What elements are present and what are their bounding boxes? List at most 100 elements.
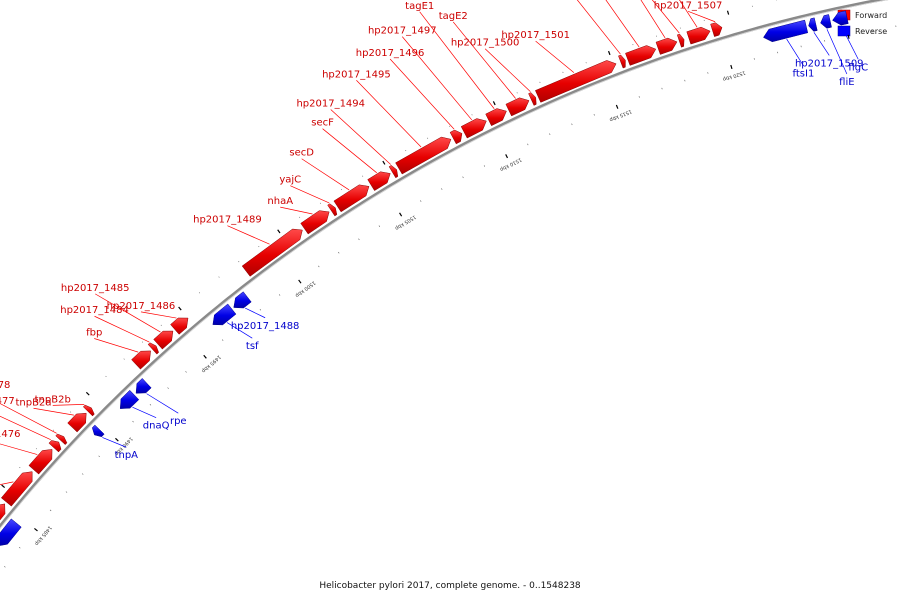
gene-arrow-hp2017_1488[interactable] xyxy=(233,291,252,309)
gene-arrow-nhaA[interactable] xyxy=(300,210,330,235)
gene-arrow-secF[interactable] xyxy=(367,171,391,191)
upper-tick xyxy=(277,229,281,234)
gene-label-hp2017_1477[interactable]: hp2017_1477 xyxy=(0,396,15,407)
leader-line xyxy=(826,29,848,75)
minor-tick xyxy=(259,308,262,311)
gene-label-hp2017_1496[interactable]: hp2017_1496 xyxy=(356,48,425,59)
gene-arrow-tnpB2b[interactable] xyxy=(82,404,95,417)
gene-arrow-hp2017_1496[interactable] xyxy=(449,129,463,145)
minor-tick xyxy=(441,188,443,190)
gene-arrow-petC[interactable] xyxy=(655,37,678,55)
gene-arrow-hp2017_1503[interactable] xyxy=(625,45,657,66)
gene-label-tagE1[interactable]: tagE1 xyxy=(405,1,434,12)
gene-arrow-hp2017_1506[interactable] xyxy=(686,26,711,45)
gene-label-yajC[interactable]: yajC xyxy=(279,175,301,186)
leader-line xyxy=(687,11,716,23)
major-tick xyxy=(34,527,38,532)
gene-label-hp2017_1478[interactable]: hp2017_1478 xyxy=(0,380,10,391)
major-tick xyxy=(847,34,850,39)
gene-label-nhaA[interactable]: nhaA xyxy=(267,196,293,207)
gene-arrow-recN[interactable] xyxy=(0,471,33,507)
gene-label-hp2017_1484[interactable]: hp2017_1484 xyxy=(60,305,129,316)
gene-label-dnaQ[interactable]: dnaQ xyxy=(143,421,170,432)
leader-line xyxy=(95,293,161,333)
gene-label-tsf[interactable]: tsf xyxy=(246,341,259,352)
gene-label-hp2017_1486[interactable]: hp2017_1486 xyxy=(107,301,176,312)
leader-line xyxy=(651,0,680,34)
gene-arrow-tnpA[interactable] xyxy=(91,424,105,438)
gene-label-rpe[interactable]: rpe xyxy=(170,416,187,427)
gene-arrow[interactable] xyxy=(0,503,6,525)
gene-arrow-hp2017_1486[interactable] xyxy=(170,317,189,335)
gene-label-hp2017_1488[interactable]: hp2017_1488 xyxy=(231,321,300,332)
gene-label-hp2017_1500[interactable]: hp2017_1500 xyxy=(451,38,520,49)
gene-label-hp2017_1501[interactable]: hp2017_1501 xyxy=(501,30,570,41)
gene-label-fliE[interactable]: fliE xyxy=(839,77,854,88)
minor-tick xyxy=(483,165,486,167)
gene-label-secF[interactable]: secF xyxy=(311,118,334,129)
legend-forward-label: Forward xyxy=(855,11,887,20)
gene-arrow-tsf[interactable] xyxy=(212,303,237,326)
gene-label-flgC[interactable]: flgC xyxy=(848,62,868,73)
leader-line xyxy=(52,404,85,406)
gene-arrow-secD[interactable] xyxy=(333,184,370,213)
gene-label-hp2017_1485[interactable]: hp2017_1485 xyxy=(61,283,130,294)
gene-label-hp2017_1497[interactable]: hp2017_1497 xyxy=(368,26,437,37)
leader-line xyxy=(402,36,473,121)
gene-arrow-hp2017_1500[interactable] xyxy=(528,92,537,106)
gene-arrow-hp2017_1505[interactable] xyxy=(676,33,685,48)
gene-label-tnpB2a[interactable]: tnpB2a xyxy=(16,397,52,408)
gene-arrow-hp2017_1484[interactable] xyxy=(147,342,159,355)
gene-label-hp2017_1489[interactable]: hp2017_1489 xyxy=(193,215,262,226)
minor-tick xyxy=(149,404,152,406)
gene-label-fbp[interactable]: fbp xyxy=(86,328,102,339)
leader-line xyxy=(140,311,177,319)
gene-arrow[interactable] xyxy=(0,518,22,546)
gene-arrow-flgC[interactable] xyxy=(832,10,849,26)
minor-tick xyxy=(661,87,663,90)
gene-arrow-tnpB2a[interactable] xyxy=(67,412,87,433)
gene-arrow-hp2017_1478[interactable] xyxy=(55,433,68,446)
gene-arrow-hp2017_1485[interactable] xyxy=(153,330,174,350)
gene-arrow-tagE1[interactable] xyxy=(485,108,507,127)
leader-line xyxy=(813,32,830,56)
gene-label-tagE2[interactable]: tagE2 xyxy=(439,11,468,22)
upper-minor-tick xyxy=(141,341,144,343)
gene-arrow-hp2017_1477[interactable] xyxy=(48,440,62,453)
gene-arrow-dnaQ[interactable] xyxy=(119,389,140,409)
gene-label-tnpA[interactable]: tnpA xyxy=(115,450,139,461)
upper-minor-tick xyxy=(52,429,54,431)
upper-minor-tick xyxy=(19,466,21,469)
gene-label-tnpB2b[interactable]: tnpB2b xyxy=(35,394,71,405)
gene-label-hp2017_1507[interactable]: hp2017_1507 xyxy=(654,0,723,11)
leader-line xyxy=(389,58,455,130)
gene-arrow-ftsI1[interactable] xyxy=(763,19,809,43)
gene-label-secD[interactable]: secD xyxy=(289,148,314,159)
gene-arrow-hp2017_1489[interactable] xyxy=(241,228,303,277)
gene-label-hp2017_1494[interactable]: hp2017_1494 xyxy=(296,99,365,110)
gene-arrow-hp2017_1502[interactable] xyxy=(618,54,626,69)
gene-arrow-tagE2[interactable] xyxy=(505,97,530,117)
gene-arrow-hp2017_1495[interactable] xyxy=(395,136,452,175)
gene-arrow-hp2017_1507[interactable] xyxy=(710,22,723,37)
gene-arrow-yajC[interactable] xyxy=(327,203,338,217)
gene-arrow-hp2017_1497[interactable] xyxy=(460,118,487,139)
gene-label-ftsI1[interactable]: ftsI1 xyxy=(793,69,815,80)
gene-arrow-hp2017_1501[interactable] xyxy=(535,60,617,103)
gene-arrow-fbp[interactable] xyxy=(131,350,151,370)
gene-arrow-hp2017_1494[interactable] xyxy=(388,165,399,179)
gene-arrow-hp2017_1509[interactable] xyxy=(808,17,818,32)
gene-label-hp2017_1509[interactable]: hp2017_1509 xyxy=(795,58,864,69)
upper-minor-tick xyxy=(238,261,240,263)
leader-line xyxy=(94,315,150,343)
minor-tick xyxy=(185,371,187,373)
upper-minor-tick xyxy=(123,358,125,360)
gene-label-hp2017_1495[interactable]: hp2017_1495 xyxy=(322,69,391,80)
gene-label-hp2017_1476[interactable]: hp2017_1476 xyxy=(0,429,20,440)
gene-arrow-fliE[interactable] xyxy=(820,14,832,29)
minor-tick xyxy=(49,509,52,512)
gene-arrow-hp2017_1476[interactable] xyxy=(28,449,53,475)
gene-arrow-rpe[interactable] xyxy=(135,378,152,394)
minor-tick xyxy=(240,324,243,326)
leader-line xyxy=(94,338,139,353)
